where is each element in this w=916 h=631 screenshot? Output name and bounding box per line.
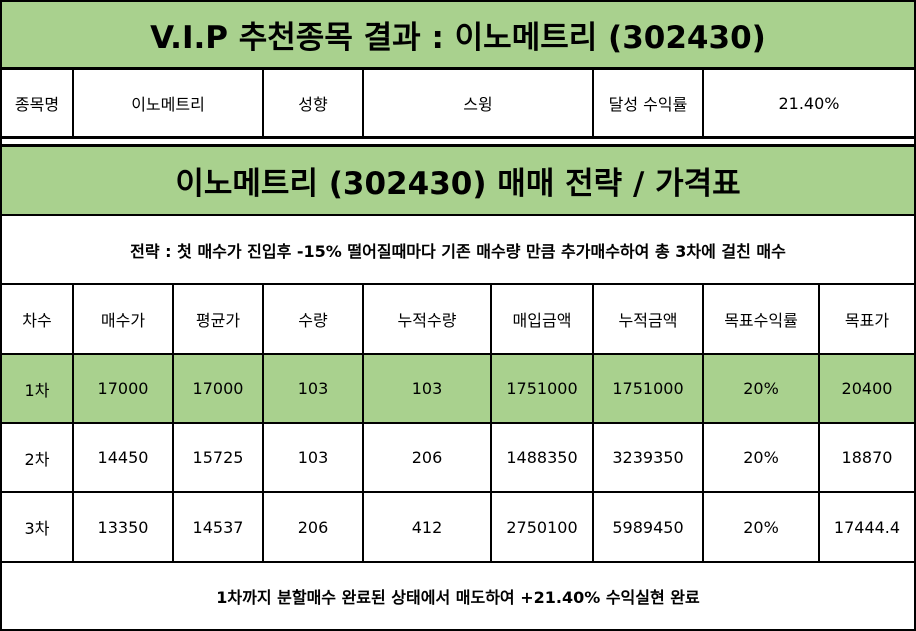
- page-title: V.I.P 추천종목 결과 : 이노메트리 (302430): [2, 2, 914, 67]
- highlight-row-bg: [2, 354, 914, 422]
- style-label: 성향: [298, 95, 328, 114]
- table-cell: 3차: [24, 519, 50, 538]
- stock-value: 이노메트리: [131, 95, 205, 114]
- table-cell: 2차: [24, 449, 50, 469]
- return-value: 21.40%: [778, 93, 840, 113]
- summary-row: 종목명 이노메트리 성향 스윙 달성 수익률 21.40%: [2, 70, 914, 136]
- table-cell: 15725: [192, 448, 244, 467]
- header-cell: 매입금액: [512, 311, 572, 330]
- table-cell: 20%: [743, 517, 779, 537]
- table-cell: 412: [411, 517, 443, 537]
- table-cell: 20%: [743, 448, 779, 467]
- table-cell: 14537: [192, 517, 244, 537]
- table-cell: 14450: [97, 448, 149, 467]
- table-cell: 103: [411, 379, 443, 398]
- table-cell: 1차: [24, 380, 50, 400]
- table-cell: 3239350: [612, 448, 684, 467]
- footer-note: 1차까지 분할매수 완료된 상태에서 매도하여 +21.40% 수익실현 완료: [216, 588, 700, 607]
- strategy-title: 이노메트리 (302430) 매매 전략 / 가격표: [2, 147, 914, 214]
- strategy-text: 전략 : 첫 매수가 진입후 -15% 떨어질때마다 기존 매수량 만큼 추가매…: [130, 241, 786, 261]
- table-cell: 1751000: [612, 379, 684, 398]
- header-cell: 수량: [298, 311, 328, 330]
- header-cell: 목표수익률: [724, 311, 798, 330]
- table-cell: 18870: [841, 448, 893, 467]
- table-cell: 103: [297, 379, 329, 398]
- header-cell: 목표가: [844, 311, 890, 330]
- table-cell: 1751000: [506, 379, 578, 398]
- table-cell: 20400: [841, 379, 893, 398]
- table-cell: 13350: [97, 517, 149, 537]
- price-table: 차수 매수가 평균가 수량 누적수량 매입금액 누적금액 목표수익률 목표가 1…: [2, 285, 914, 561]
- table-cell: 2750100: [506, 517, 578, 537]
- header-cell: 평균가: [195, 311, 241, 330]
- table-cell: 206: [297, 517, 329, 537]
- stock-label: 종목명: [14, 95, 60, 114]
- style-value: 스윙: [463, 95, 493, 114]
- table-cell: 17000: [97, 379, 149, 398]
- table-cell: 5989450: [612, 517, 684, 537]
- table-cell: 206: [411, 448, 443, 467]
- header-cell: 차수: [22, 311, 52, 330]
- table-cell: 17444.4: [833, 517, 901, 537]
- table-cell: 20%: [743, 379, 779, 398]
- return-label: 달성 수익률: [608, 95, 688, 114]
- table-cell: 17000: [192, 379, 244, 398]
- table-cell: 103: [297, 448, 329, 467]
- header-cell: 누적수량: [397, 311, 457, 330]
- table-cell: 1488350: [506, 448, 578, 467]
- header-cell: 매수가: [100, 311, 146, 330]
- header-cell: 누적금액: [618, 311, 678, 330]
